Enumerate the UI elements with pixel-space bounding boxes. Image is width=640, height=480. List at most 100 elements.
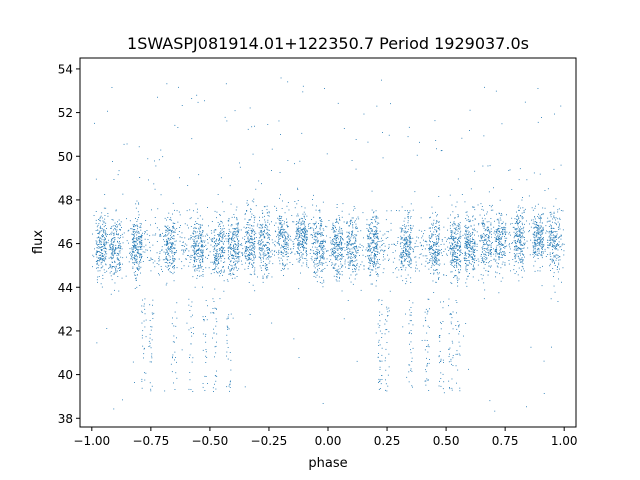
data-point [549,258,551,260]
data-point [438,238,440,240]
data-point [421,237,423,239]
data-point [214,268,216,269]
data-point [306,239,308,241]
data-point [348,237,350,239]
data-point [262,212,264,214]
data-point [335,255,336,257]
data-point [268,256,269,258]
data-point [254,253,256,255]
data-point [263,230,265,232]
data-point [321,262,323,264]
data-point [320,241,322,242]
data-point [286,248,288,250]
data-point [339,276,340,278]
data-point [135,245,136,246]
data-point [390,210,392,212]
data-point [373,216,374,218]
data-point [370,237,372,239]
data-point [282,255,284,257]
data-point [554,245,556,247]
data-point [223,271,225,273]
data-point [166,242,168,244]
data-point [197,264,199,266]
data-point [197,243,199,245]
data-point [443,243,445,245]
data-point [206,233,208,235]
data-point [409,242,411,244]
data-point [164,217,166,219]
data-point [520,229,522,231]
data-point [542,214,544,215]
data-point [250,238,252,239]
data-point [322,286,324,288]
data-point [474,234,475,236]
data-point [351,252,353,254]
data-point [376,217,377,219]
data-point [542,207,544,209]
data-point [178,258,180,260]
data-point [128,261,130,263]
data-point [465,269,467,271]
data-point [436,238,438,240]
data-point [136,256,138,258]
data-point [268,248,270,250]
data-point [514,273,516,274]
data-point [354,243,356,244]
data-point [100,258,101,260]
data-point [551,234,553,236]
data-point [251,216,252,218]
data-point [553,239,555,241]
data-point [487,251,489,253]
data-point [214,262,216,264]
data-point [458,278,460,280]
data-point [281,246,283,248]
data-point [457,242,458,244]
data-point [220,220,222,222]
data-point [517,256,519,258]
data-point [301,242,303,244]
data-point [97,270,99,272]
data-point [322,201,324,203]
data-point [198,267,200,269]
data-point [247,259,249,261]
data-point [402,256,404,258]
data-point [552,259,554,261]
data-point [194,269,195,271]
data-point [395,245,397,246]
data-point [282,246,284,248]
data-point [335,259,336,261]
data-point [485,256,487,258]
data-point [504,246,506,248]
data-point [282,253,284,254]
data-point [553,228,555,229]
data-point [499,225,501,227]
data-point [517,238,519,240]
data-point [231,216,233,218]
data-point [459,247,461,248]
data-point [374,242,376,244]
data-point [350,281,352,283]
data-point [286,238,288,240]
data-point [498,212,500,214]
data-point [132,250,134,252]
data-point [556,231,558,232]
data-point [322,255,324,257]
data-point [457,280,459,281]
data-point [401,237,403,239]
data-point [214,258,216,260]
data-point [408,225,410,227]
data-point [499,244,501,245]
data-point [129,252,130,254]
data-point [340,241,342,243]
data-point [456,265,458,267]
data-point [353,248,355,250]
data-point [215,240,217,242]
data-point [341,264,343,266]
data-point [264,246,265,247]
data-point [438,224,440,226]
data-point [466,278,468,280]
data-point [347,232,349,234]
data-point [376,223,378,225]
data-point [267,212,268,214]
data-point [269,235,271,236]
